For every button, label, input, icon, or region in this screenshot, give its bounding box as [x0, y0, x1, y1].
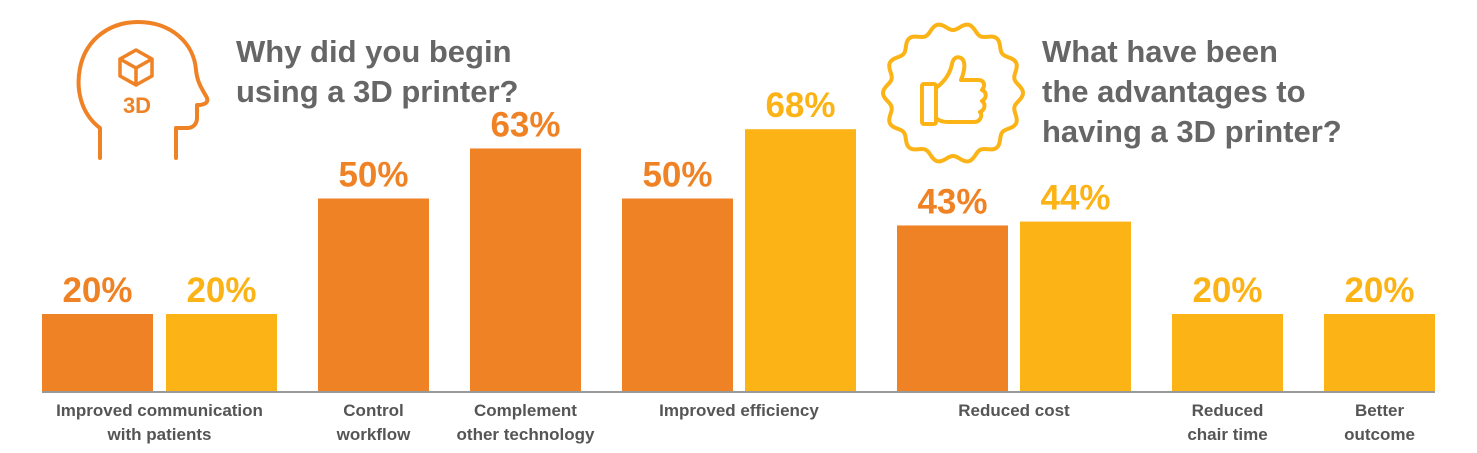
icon-3d-text: 3D: [123, 93, 151, 118]
bar-advantage-3: [745, 129, 856, 391]
category-label-0: Improved communication with patients: [56, 401, 263, 444]
category-label-3: Improved efficiency: [659, 401, 819, 420]
thumbs-up-badge-icon: [878, 18, 1028, 173]
bar-begin-0: [42, 314, 153, 391]
value-label-advantage-6: 20%: [1344, 271, 1414, 310]
bar-advantage-4: [1020, 221, 1131, 391]
value-label-begin-1: 50%: [338, 156, 408, 195]
question-begin-title: Why did you begin using a 3D printer?: [236, 32, 518, 112]
question-begin-line-1: Why did you begin: [236, 34, 512, 69]
bar-advantage-0: [166, 314, 277, 391]
value-label-advantage-5: 20%: [1192, 271, 1262, 310]
bar-begin-2: [470, 148, 581, 391]
value-label-begin-3: 50%: [642, 156, 712, 195]
category-label-2: Complement other technology: [457, 401, 595, 444]
value-label-advantage-0: 20%: [186, 271, 256, 310]
question-advantages-line-2: the advantages to: [1042, 74, 1306, 109]
category-label-1: Control workflow: [336, 401, 411, 444]
bar-advantage-6: [1324, 314, 1435, 391]
bar-begin-4: [897, 225, 1008, 391]
bar-advantage-5: [1172, 314, 1283, 391]
question-begin-line-2: using a 3D printer?: [236, 74, 519, 109]
value-label-begin-2: 63%: [490, 105, 560, 144]
question-advantages-title: What have been the advantages to having …: [1042, 32, 1342, 152]
question-advantages-line-1: What have been: [1042, 34, 1278, 69]
bar-begin-3: [622, 198, 733, 391]
question-advantages-line-3: having a 3D printer?: [1042, 114, 1342, 149]
bar-begin-1: [318, 198, 429, 391]
value-label-advantage-4: 44%: [1040, 179, 1110, 218]
category-label-5: Reduced chair time: [1187, 401, 1267, 444]
category-label-4: Reduced cost: [958, 401, 1070, 420]
category-label-6: Better outcome: [1344, 401, 1415, 444]
value-label-begin-0: 20%: [62, 271, 132, 310]
value-label-begin-4: 43%: [917, 182, 987, 221]
head-3d-cube-icon: 3D: [76, 18, 216, 168]
value-label-advantage-3: 68%: [765, 86, 835, 125]
